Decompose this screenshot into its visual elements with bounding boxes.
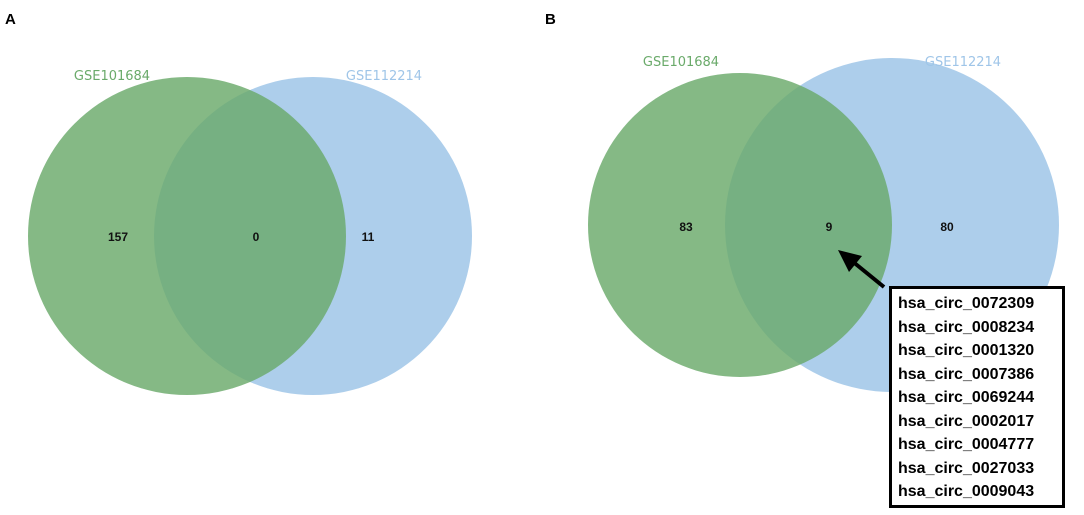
overlap-id-item: hsa_circ_0069244 [898, 389, 1035, 406]
panel-b-set-right-label: GSE112214 [925, 55, 1001, 70]
overlap-id-item: hsa_circ_0072309 [898, 295, 1035, 312]
overlap-id-item: hsa_circ_0027033 [898, 459, 1035, 477]
panel-a-label: A [5, 11, 16, 28]
panel-a-set-left-label: GSE101684 [74, 69, 150, 84]
panel-a: A GSE101684 GSE112214 157 0 11 [5, 11, 472, 395]
panel-b-circle-left [588, 73, 892, 377]
panel-a-count-overlap: 0 [253, 230, 260, 244]
overlap-id-item: hsa_circ_0009043 [898, 483, 1035, 500]
overlap-id-item: hsa_circ_0002017 [898, 412, 1035, 430]
panel-b: B GSE101684 GSE112214 83 9 80 [545, 11, 1059, 392]
panel-a-circle-left [28, 77, 346, 395]
overlap-id-item: hsa_circ_0001320 [898, 342, 1035, 359]
panel-a-count-right: 11 [362, 230, 375, 244]
arrow-icon [838, 250, 886, 289]
panel-b-count-left: 83 [679, 220, 693, 234]
panel-b-label: B [545, 11, 556, 28]
panel-b-set-left-label: GSE101684 [643, 55, 719, 70]
panel-b-count-overlap: 9 [826, 220, 833, 234]
overlap-id-item: hsa_circ_0004777 [898, 436, 1035, 453]
panel-b-count-right: 80 [940, 220, 954, 234]
overlap-id-list: hsa_circ_0072309 hsa_circ_0008234 hsa_ci… [889, 286, 1065, 508]
overlap-id-item: hsa_circ_0007386 [898, 365, 1035, 383]
overlap-id-item: hsa_circ_0008234 [898, 318, 1035, 336]
panel-a-count-left: 157 [108, 230, 128, 244]
panel-a-set-right-label: GSE112214 [346, 69, 422, 84]
